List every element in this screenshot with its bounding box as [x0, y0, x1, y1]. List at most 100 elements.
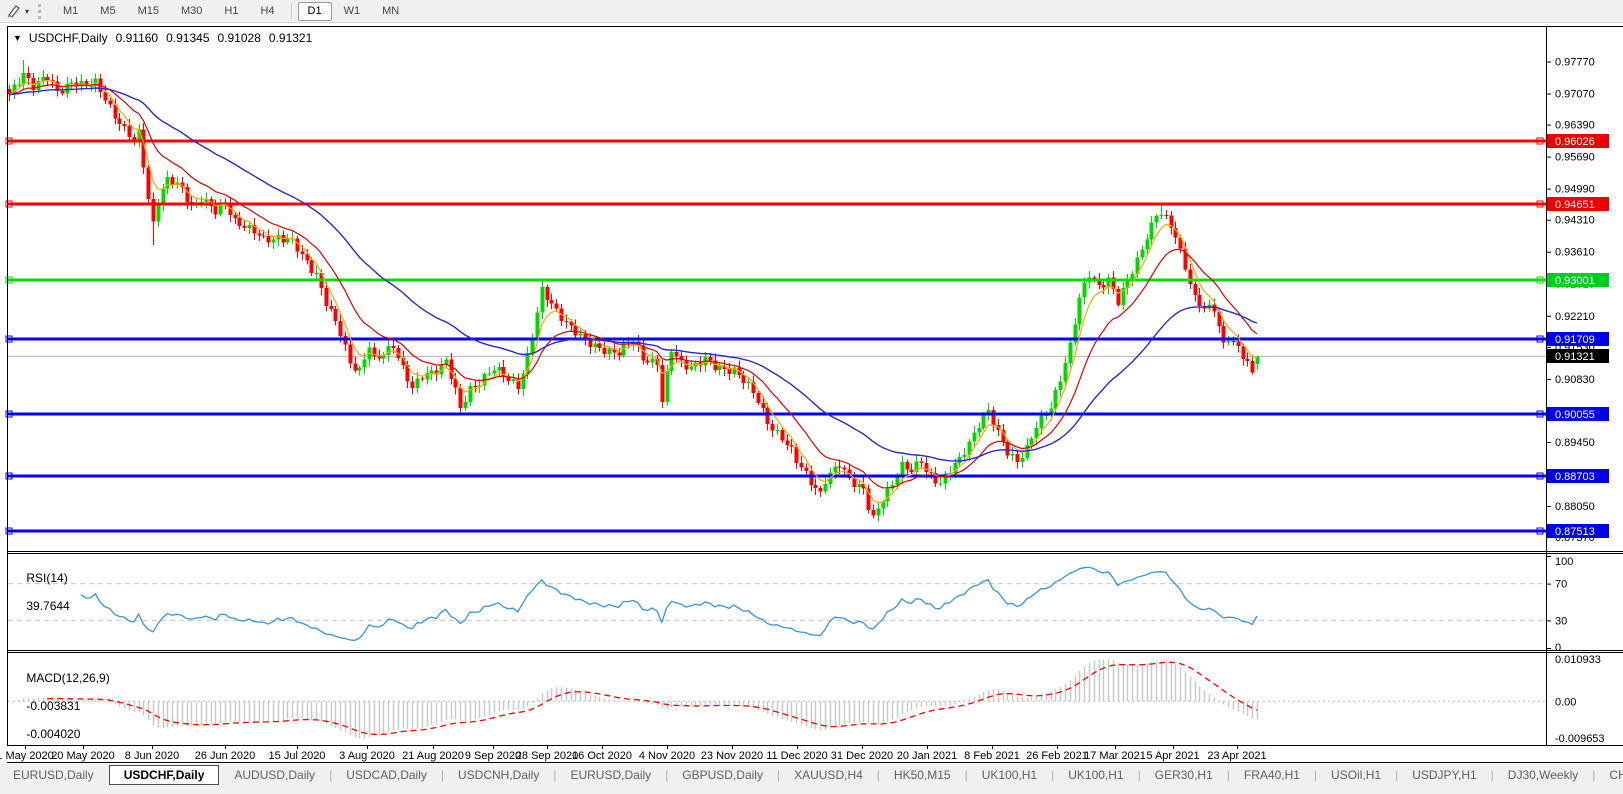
toolbar-separator	[290, 3, 292, 19]
chart-tab-11[interactable]: GER30,H1	[1154, 768, 1213, 782]
svg-text:0.92210: 0.92210	[1555, 311, 1595, 323]
price-badge-0.96026: 0.96026	[1547, 134, 1609, 148]
price-badge-0.90055: 0.90055	[1547, 407, 1609, 421]
ohlc-low: 0.91028	[217, 31, 261, 45]
svg-text:0.88050: 0.88050	[1555, 501, 1595, 513]
chart-tab-2[interactable]: AUDUSD,Daily	[234, 768, 316, 782]
tab-separator: |	[1313, 768, 1318, 782]
timeframe-button-H1[interactable]: H1	[224, 4, 239, 17]
pane-borders	[7, 26, 1623, 763]
timeframe-button-M30[interactable]: M30	[180, 4, 203, 17]
macd-signal-value: -0.004020	[26, 727, 81, 741]
svg-text:0.96390: 0.96390	[1555, 120, 1595, 132]
svg-text:26 Jun 2020: 26 Jun 2020	[195, 750, 256, 762]
chart-tab-16[interactable]: CHINA300,H1	[1609, 768, 1623, 782]
tab-separator: |	[1592, 768, 1596, 782]
svg-text:30: 30	[1555, 615, 1567, 627]
pencil-icon	[7, 5, 20, 18]
rsi-axis-labels: 100 70 30 0	[1546, 556, 1573, 654]
price-badge-0.91321: 0.91321	[1547, 349, 1609, 363]
timeframe-button-MN[interactable]: MN	[382, 4, 400, 17]
chart-symbol: USDCHF,Daily	[28, 31, 108, 45]
ohlc-close: 0.91321	[268, 31, 313, 45]
moving-average-5	[8, 80, 1258, 504]
timeframe-toolbar: ▾ M1 M5 M15 M30 H1 H4 D1 W1 MN	[0, 0, 1623, 23]
svg-text:0.88703: 0.88703	[1555, 471, 1595, 483]
toolbar-grip	[38, 3, 45, 19]
tab-separator: |	[776, 768, 781, 782]
chart-title: ▼ USDCHF,Daily 0.91160 0.91345 0.91028 0…	[13, 31, 312, 45]
chart-tab-bar: EURUSD,Daily USDCHF,Daily AUDUSD,Daily | U…	[0, 764, 1623, 786]
svg-text:0.93610: 0.93610	[1555, 247, 1595, 259]
svg-text:26 Feb 2021: 26 Feb 2021	[1026, 750, 1088, 762]
chart-dropdown-icon[interactable]: ▼	[13, 33, 22, 43]
svg-text:0.93001: 0.93001	[1555, 275, 1595, 287]
macd-name: MACD(12,26,9)	[26, 671, 110, 685]
macd-indicator-label: MACD(12,26,9) -0.003831 -0.004020	[13, 657, 110, 755]
draw-tool-button[interactable]: ▾	[4, 3, 32, 19]
svg-text:1 May 2020: 1 May 2020	[0, 750, 54, 762]
chart-window: 0.97770 0.97070 0.96390 0.95690 0.94990 0.943…	[0, 26, 1623, 763]
chart-tab-0[interactable]: EURUSD,Daily	[13, 768, 94, 782]
chart-tab-8[interactable]: HK50,M15	[893, 768, 951, 782]
chart-tab-7[interactable]: XAUUSD,H4	[794, 768, 863, 782]
rsi-value: 39.7644	[26, 599, 70, 613]
svg-text:70: 70	[1555, 579, 1567, 591]
price-badge-0.88703: 0.88703	[1547, 469, 1609, 483]
chart-tab-12[interactable]: FRA40,H1	[1243, 768, 1300, 782]
timeframe-button-M15[interactable]: M15	[137, 4, 159, 17]
rsi-line	[80, 566, 1258, 642]
svg-text:0.87513: 0.87513	[1555, 526, 1595, 538]
macd-signal-line	[47, 661, 1258, 736]
ohlc-high: 0.91345	[166, 31, 210, 45]
svg-text:0.95690: 0.95690	[1555, 152, 1595, 164]
chart-tab-15[interactable]: DJ30,Weekly	[1507, 768, 1579, 782]
tab-separator: |	[876, 768, 880, 782]
chart-tab-9[interactable]: UK100,H1	[981, 768, 1038, 782]
rsi-pane	[8, 566, 1546, 642]
svg-text:0.94310: 0.94310	[1555, 215, 1595, 227]
timeframe-button-D1[interactable]: D1	[297, 1, 332, 21]
timeframe-button-H4[interactable]: H4	[260, 4, 275, 17]
chart-tab-5[interactable]: EURUSD,Daily	[570, 768, 652, 782]
chart-tab-4[interactable]: USDCNH,Daily	[458, 768, 540, 782]
svg-text:0.91321: 0.91321	[1555, 351, 1595, 363]
svg-text:9 Sep 2020: 9 Sep 2020	[465, 750, 521, 762]
price-badge-0.93001: 0.93001	[1547, 273, 1609, 287]
tab-separator: |	[964, 768, 968, 782]
price-chart[interactable]: 0.97770 0.97070 0.96390 0.95690 0.94990 0.943…	[0, 26, 1623, 763]
price-badge-0.87513: 0.87513	[1547, 524, 1609, 538]
chart-tab-13[interactable]: USOil,H1	[1331, 768, 1382, 782]
macd-main-value: -0.003831	[26, 699, 81, 713]
svg-text:4 Nov 2020: 4 Nov 2020	[639, 750, 695, 762]
chart-tab-6[interactable]: GBPUSD,Daily	[682, 768, 763, 782]
svg-text:0.94990: 0.94990	[1555, 184, 1595, 196]
tab-separator: |	[1395, 768, 1399, 782]
svg-text:0.91709: 0.91709	[1555, 334, 1595, 346]
svg-text:5 Apr 2021: 5 Apr 2021	[1146, 750, 1199, 762]
timeframe-button-W1[interactable]: W1	[343, 4, 361, 17]
svg-text:0.00: 0.00	[1555, 696, 1576, 708]
tab-separator: |	[1137, 768, 1141, 782]
tab-separator: |	[440, 768, 444, 782]
svg-text:8 Jun 2020: 8 Jun 2020	[125, 750, 179, 762]
timeframe-button-M1[interactable]: M1	[63, 4, 79, 17]
macd-axis-labels: 0.010933 0.00 -0.009653	[1555, 654, 1605, 745]
rsi-name: RSI(14)	[26, 571, 68, 585]
moving-average-14	[8, 83, 1258, 489]
chart-tab-1[interactable]: USDCHF,Daily	[108, 765, 220, 785]
chart-tab-3[interactable]: USDCAD,Daily	[346, 768, 427, 782]
svg-text:11 Dec 2020: 11 Dec 2020	[766, 750, 828, 762]
price-badge-0.94651: 0.94651	[1547, 197, 1609, 211]
svg-text:0.96026: 0.96026	[1555, 136, 1595, 148]
chart-tab-10[interactable]: UK100,H1	[1068, 768, 1124, 782]
svg-text:28 Sep 2020: 28 Sep 2020	[516, 750, 578, 762]
tab-separator: |	[1490, 768, 1494, 782]
ohlc-open: 0.91160	[115, 31, 159, 45]
chart-tab-14[interactable]: USDJPY,H1	[1412, 768, 1477, 782]
tab-separator: |	[329, 768, 333, 782]
svg-text:3 Aug 2020: 3 Aug 2020	[339, 750, 395, 762]
timeframe-button-M5[interactable]: M5	[100, 4, 116, 17]
